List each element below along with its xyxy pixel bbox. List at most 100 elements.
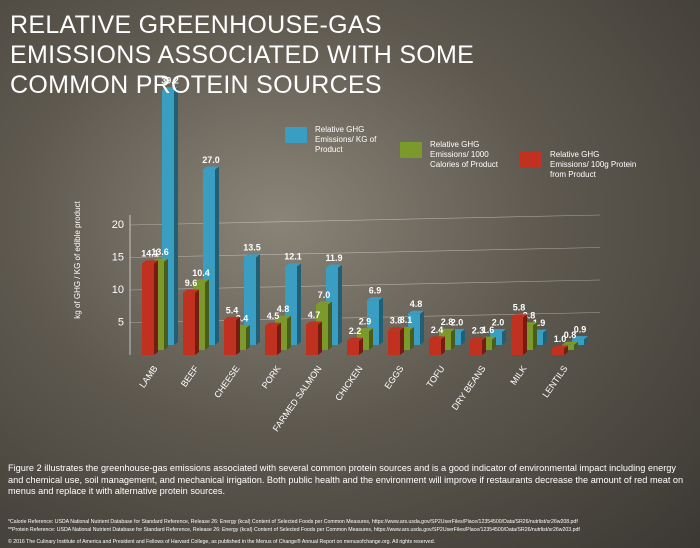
value-label: 4.7: [308, 310, 321, 320]
value-label: 3.8: [523, 311, 536, 321]
y-tick-label: 5: [118, 316, 124, 328]
value-label: 9.6: [185, 278, 198, 288]
x-tick-label: TOFU: [424, 364, 446, 390]
legend-label: Relative GHG Emissions/ 1000 Calories of…: [430, 140, 499, 169]
value-label: 1.6: [482, 325, 495, 335]
bar-side: [543, 329, 547, 345]
bar-top: [193, 279, 209, 283]
bar: [265, 325, 277, 355]
y-tick-label: 20: [112, 219, 124, 231]
value-label: 10.4: [192, 268, 210, 278]
value-label: 7.0: [318, 290, 331, 300]
bar-top: [142, 260, 158, 264]
bar-top: [285, 263, 301, 267]
bar-top: [306, 321, 322, 325]
bar-side: [164, 258, 168, 350]
bar-side: [441, 336, 445, 355]
bar-top: [224, 316, 240, 320]
bar: [224, 319, 236, 355]
value-label: 2.0: [492, 317, 505, 327]
bar-top: [183, 289, 199, 293]
bar-side: [584, 336, 588, 345]
legend-swatch: [400, 142, 422, 158]
bar: [142, 263, 154, 355]
value-label: 1.0: [554, 334, 567, 344]
value-label: 2.2: [349, 326, 362, 336]
bar-side: [215, 166, 219, 345]
bar-top: [388, 327, 404, 331]
grid-line: [129, 247, 601, 258]
bar-side: [492, 336, 496, 350]
bar-top: [552, 345, 568, 349]
legend-label: Relative GHG Emissions/ KG of Product: [315, 125, 377, 154]
value-label: 5.4: [226, 305, 239, 315]
bar: [347, 340, 359, 355]
bar-side: [359, 337, 363, 355]
bar-side: [318, 321, 322, 355]
bar-side: [195, 289, 199, 355]
value-label: 12.1: [284, 252, 302, 262]
x-tick-label: BEEF: [179, 363, 201, 388]
bar-top: [562, 341, 578, 345]
grid-line: [129, 214, 601, 226]
value-label: 14.1: [141, 249, 159, 259]
caption: Figure 2 illustrates the greenhouse-gas …: [8, 463, 684, 496]
bar-top: [265, 322, 281, 326]
value-label: 3.4: [236, 313, 249, 323]
x-tick-label: MILK: [508, 364, 528, 387]
bar: [429, 339, 441, 355]
legend-item: Relative GHG Emissions/ 1000 Calories of…: [400, 140, 520, 170]
bar-top: [470, 337, 486, 341]
bar: [244, 257, 256, 345]
value-label: 6.9: [369, 286, 382, 296]
reference: *Calorie Reference: USDA National Nutrie…: [8, 519, 578, 525]
legend-label: Relative GHG Emissions/ 100g Protein fro…: [550, 150, 637, 179]
bar: [470, 340, 482, 355]
bar-top: [408, 310, 424, 314]
value-label: 3.1: [400, 315, 413, 325]
bar-side: [564, 345, 568, 355]
x-tick-label: CHICKEN: [333, 364, 364, 403]
bar-side: [297, 263, 301, 345]
bar-top: [162, 87, 178, 91]
value-label: 11.9: [325, 253, 342, 263]
bar-side: [154, 260, 158, 355]
reference: **Protein Reference: USDA National Nutri…: [8, 527, 580, 533]
bar: [183, 292, 195, 355]
legend-item: Relative GHG Emissions/ 100g Protein fro…: [520, 150, 640, 180]
bar-side: [410, 326, 414, 350]
bar-side: [482, 337, 486, 355]
x-tick-label: CHEESE: [212, 364, 241, 400]
y-tick-label: 15: [112, 251, 124, 263]
bar-side: [287, 315, 291, 350]
bar-side: [533, 322, 537, 350]
x-tick-label: PORK: [260, 364, 283, 391]
x-tick-label: LENTILS: [540, 364, 569, 400]
bar-side: [328, 301, 332, 350]
bar-side: [461, 329, 465, 345]
x-tick-label: LAMB: [137, 364, 159, 390]
bar: [552, 348, 564, 355]
copyright: © 2016 The Culinary Institute of America…: [8, 539, 436, 545]
bar-side: [400, 327, 404, 355]
y-tick-label: 10: [112, 284, 124, 296]
chart: kg of GHG / KG of edible product 5 10 15 20…: [112, 76, 601, 403]
value-label: 2.0: [451, 317, 464, 327]
value-label: 4.8: [277, 304, 290, 314]
bar-side: [338, 264, 342, 345]
legend-swatch: [520, 152, 542, 168]
value-label: 2.3: [472, 325, 485, 335]
bar-side: [523, 314, 527, 355]
bar-top: [203, 166, 219, 170]
bar-side: [369, 328, 373, 350]
bar-side: [502, 329, 506, 345]
bar-top: [316, 301, 332, 305]
bar-side: [205, 279, 209, 350]
legend-item: Relative GHG Emissions/ KG of Product: [285, 125, 405, 155]
bar-top: [275, 315, 291, 319]
value-label: 5.8: [513, 303, 526, 313]
value-label: 39.2: [161, 76, 179, 86]
bar-side: [574, 341, 578, 350]
value-label: 27.0: [202, 155, 220, 165]
